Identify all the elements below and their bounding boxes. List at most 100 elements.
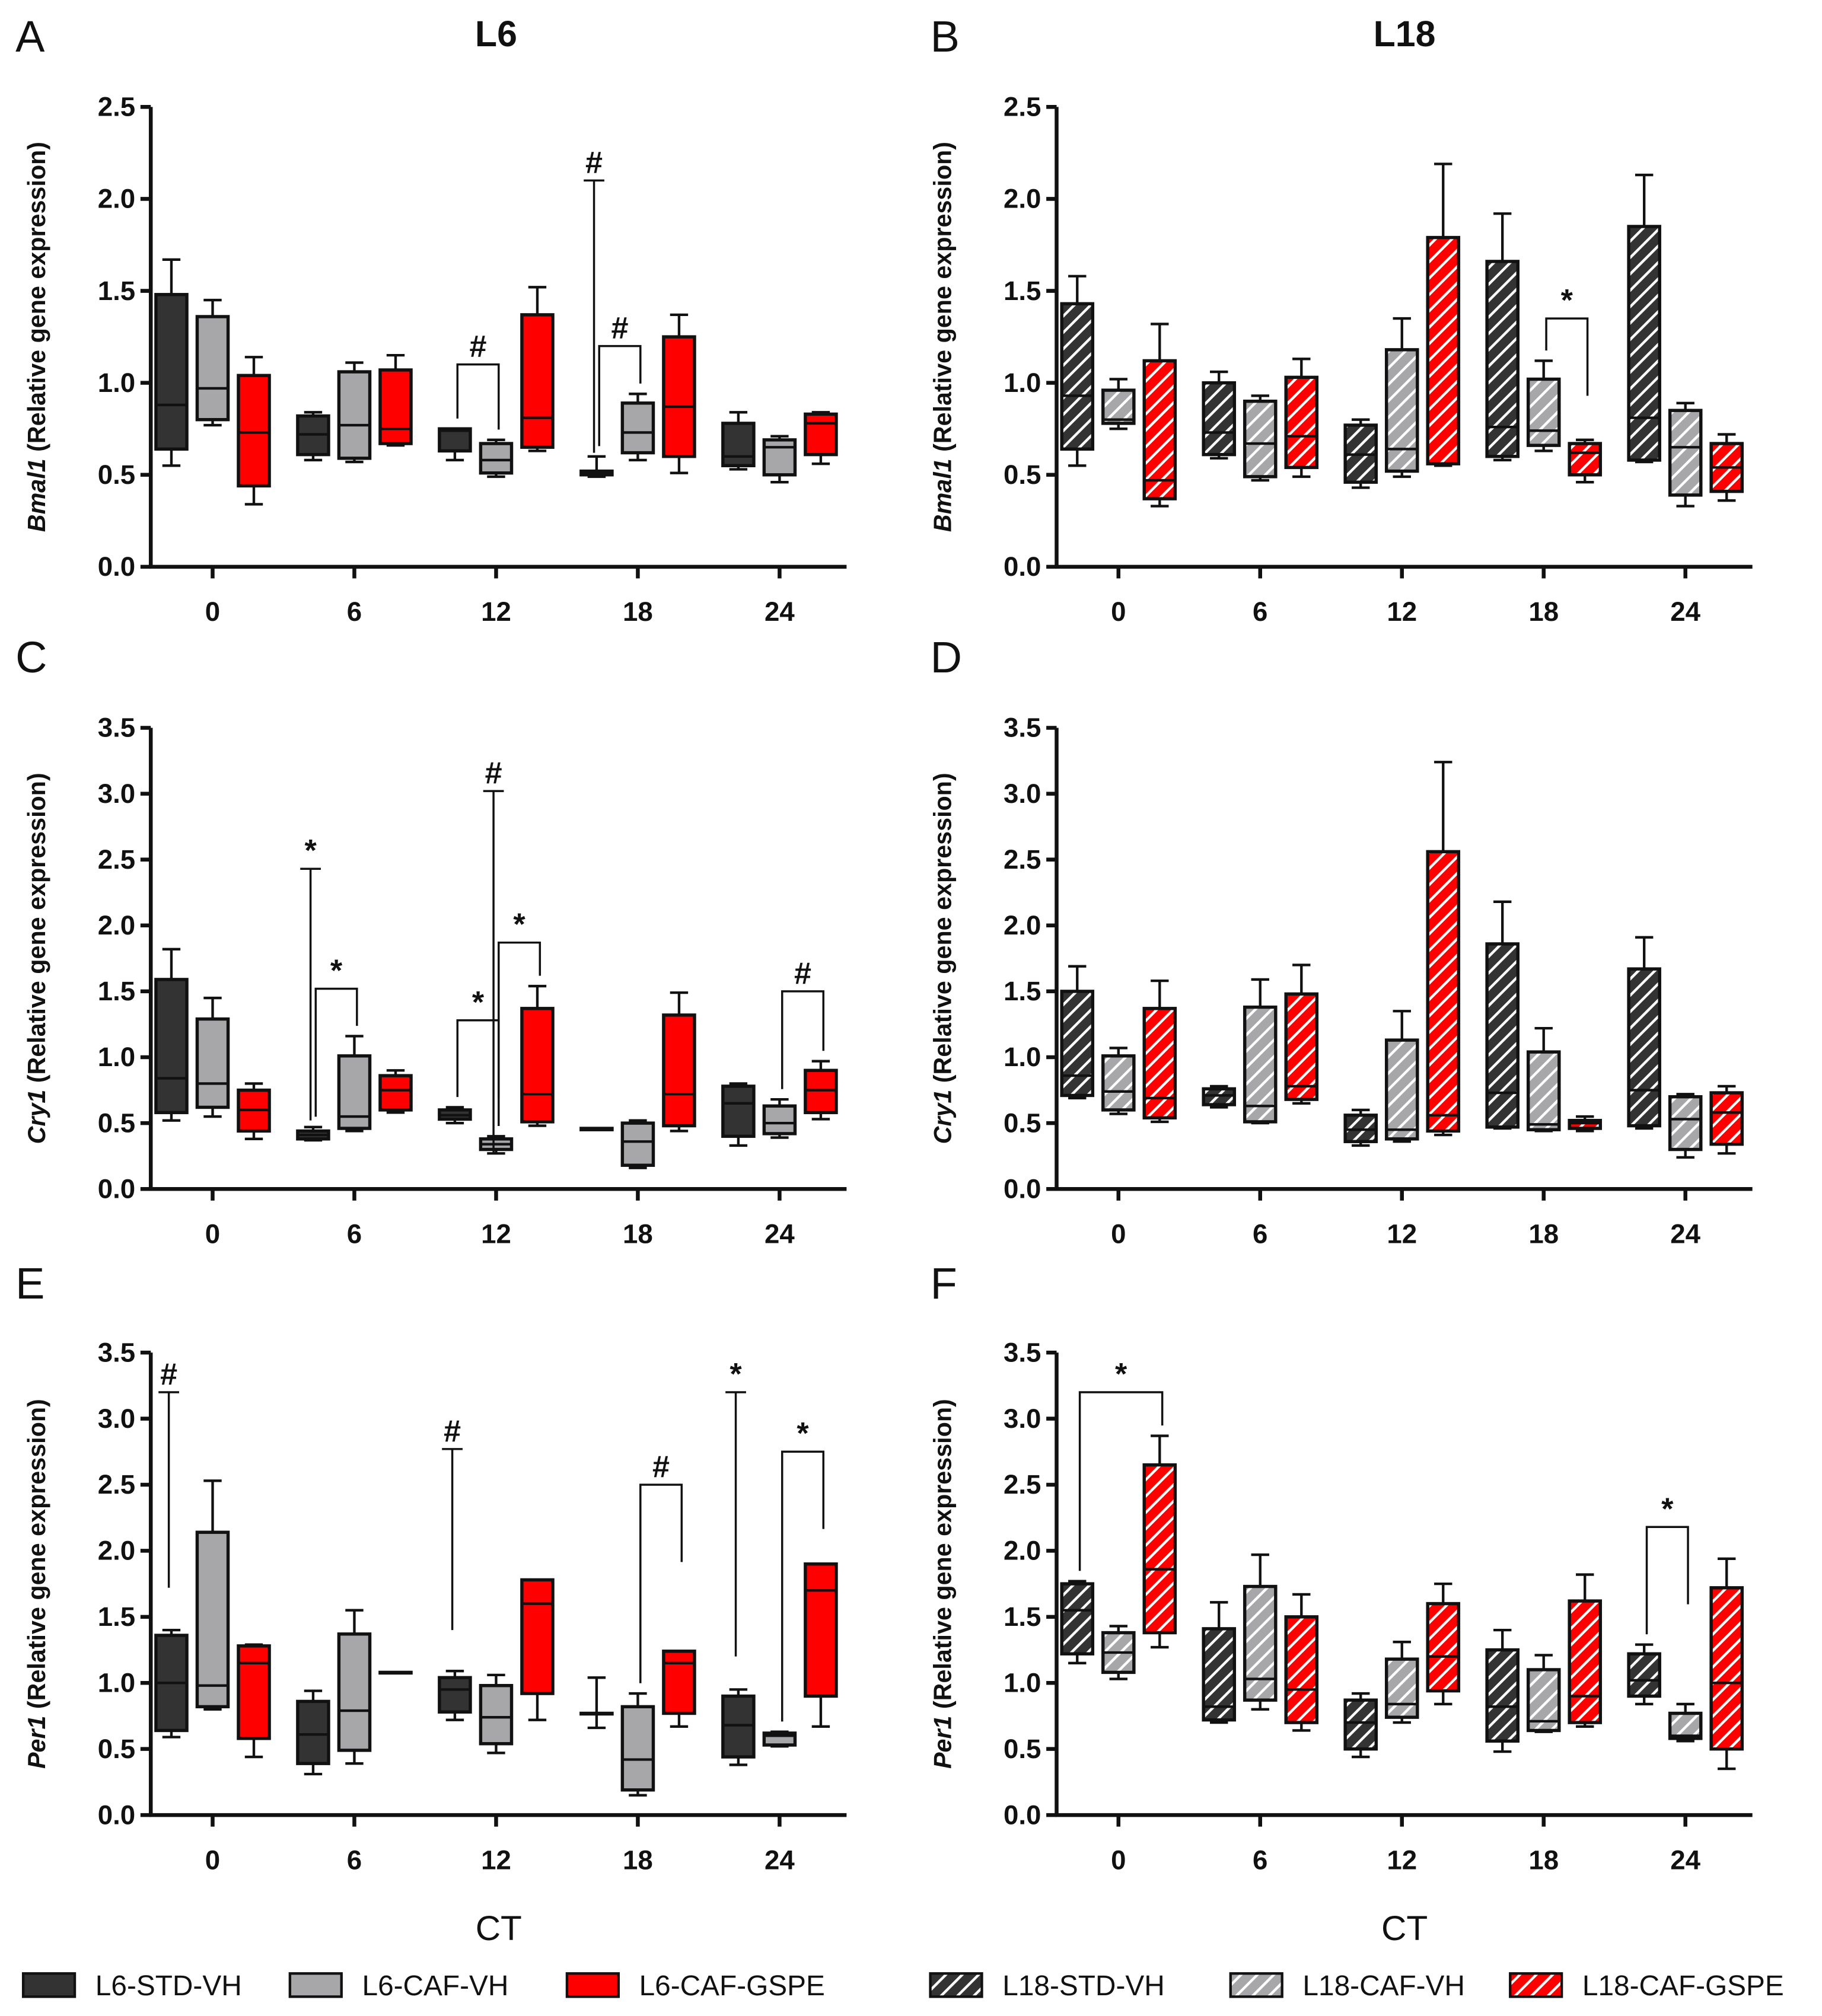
legend-swatch bbox=[565, 1972, 620, 1998]
panel-label: E bbox=[15, 1259, 44, 1308]
y-tick-label: 1.0 bbox=[98, 1042, 135, 1072]
box-L6-CAF-GSPE-ct6 bbox=[378, 1670, 413, 1675]
x-tick-label: 18 bbox=[1528, 1218, 1559, 1249]
legend-item-L6-CAF-GSPE: L6-CAF-GSPE bbox=[565, 1970, 825, 2002]
x-tick-label: 6 bbox=[1253, 596, 1267, 627]
box-L18-CAF-VH-ct24 bbox=[1668, 1702, 1703, 1743]
significance-mark: * bbox=[472, 985, 485, 1020]
y-tick-label: 2.0 bbox=[1004, 184, 1041, 214]
significance-annotation: * bbox=[314, 953, 358, 1117]
y-tick-label: 1.0 bbox=[1004, 1042, 1041, 1072]
y-tick-label: 0.0 bbox=[1004, 551, 1041, 582]
significance-annotation: * bbox=[498, 908, 541, 1126]
y-tick-label: 2.0 bbox=[1004, 1536, 1041, 1566]
y-tick-label: 0.5 bbox=[98, 1108, 135, 1138]
y-axis-label-text: (Relative gene expression) bbox=[929, 773, 956, 1089]
box bbox=[1343, 1114, 1378, 1143]
box bbox=[762, 1104, 797, 1135]
box bbox=[520, 1007, 555, 1124]
box-L18-CAF-VH-ct0 bbox=[1101, 1047, 1136, 1115]
box bbox=[1142, 1463, 1177, 1635]
box-L6-STD-VH-ct18 bbox=[579, 1676, 614, 1730]
y-tick-label: 2.5 bbox=[1004, 92, 1041, 122]
legend-swatch bbox=[1229, 1972, 1283, 1998]
box-L6-STD-VH-ct18 bbox=[579, 1127, 614, 1131]
y-axis-label: Bmal1 (Relative gene expression) bbox=[23, 142, 50, 532]
y-axis-label: Bmal1 (Relative gene expression) bbox=[929, 142, 956, 532]
box bbox=[1627, 967, 1661, 1128]
legend: L6-STD-VH L6-CAF-VH L6-CAF-GSPE L18-STD-VH L… bbox=[21, 1970, 1784, 2002]
box bbox=[1202, 381, 1237, 457]
significance-mark: * bbox=[1561, 283, 1573, 318]
box-L6-CAF-GSPE-ct6 bbox=[378, 353, 413, 447]
x-tick-label: 18 bbox=[623, 596, 653, 627]
y-tick-label: 2.5 bbox=[1004, 844, 1041, 875]
significance-annotation: # bbox=[483, 756, 504, 1154]
y-tick-label: 1.0 bbox=[98, 1667, 135, 1698]
y-tick-label: 0.5 bbox=[98, 1734, 135, 1764]
box bbox=[1142, 359, 1177, 500]
significance-annotation: * bbox=[300, 834, 321, 1121]
x-tick-label: 0 bbox=[205, 1218, 220, 1249]
box-L18-STD-VH-ct12 bbox=[1343, 1692, 1378, 1759]
panel-label: D bbox=[931, 633, 962, 682]
box bbox=[378, 368, 413, 445]
box-L18-CAF-VH-ct18 bbox=[1526, 1026, 1561, 1133]
box bbox=[1485, 1648, 1520, 1743]
box bbox=[721, 1084, 756, 1138]
significance-annotation: * bbox=[725, 1357, 746, 1657]
panel-D: D 0.0 0.5 1.0 1.5 2.0 2.5 3.0 3.5 0 6 12 18 24 Cry1 (R… bbox=[929, 633, 1753, 1249]
box-L18-STD-VH-ct6 bbox=[1202, 1601, 1237, 1724]
box bbox=[1284, 992, 1319, 1101]
box-L18-CAF-VH-ct6 bbox=[1243, 394, 1278, 482]
box-L18-STD-VH-ct0 bbox=[1060, 275, 1095, 467]
y-axis-label-text: (Relative gene expression) bbox=[23, 773, 50, 1089]
box-L6-CAF-GSPE-ct24 bbox=[804, 411, 838, 465]
x-tick-label: 24 bbox=[765, 1845, 795, 1875]
box bbox=[1627, 1652, 1661, 1698]
box bbox=[237, 1644, 271, 1740]
box-L18-CAF-GSPE-ct0 bbox=[1142, 979, 1177, 1124]
legend-swatch bbox=[929, 1972, 983, 1998]
y-tick-label: 1.5 bbox=[1004, 976, 1041, 1006]
y-tick-label: 0.0 bbox=[98, 551, 135, 582]
y-tick-label: 1.5 bbox=[98, 1602, 135, 1632]
box bbox=[479, 1683, 514, 1746]
y-axis-label-text: (Relative gene expression) bbox=[929, 1399, 956, 1715]
box-L6-STD-VH-ct12 bbox=[438, 427, 472, 462]
box bbox=[1426, 850, 1461, 1133]
y-tick-label: 1.5 bbox=[1004, 1602, 1041, 1632]
legend-label: L18-CAF-VH bbox=[1302, 1970, 1464, 2002]
box bbox=[804, 1068, 838, 1115]
significance-bracket bbox=[781, 990, 825, 1089]
y-tick-label: 0.0 bbox=[98, 1800, 135, 1830]
box-L6-CAF-GSPE-ct18 bbox=[662, 313, 696, 474]
y-axis-label-gene: Bmal1 bbox=[23, 458, 50, 532]
box bbox=[1202, 1627, 1237, 1722]
box bbox=[1384, 1657, 1419, 1719]
box bbox=[1568, 442, 1603, 477]
box-L18-CAF-GSPE-ct12 bbox=[1426, 761, 1461, 1137]
box-L18-CAF-GSPE-ct0 bbox=[1142, 1434, 1177, 1649]
y-axis-label: Per1 (Relative gene expression) bbox=[929, 1399, 956, 1769]
x-tick-label: 6 bbox=[347, 1845, 362, 1875]
y-axis-label-text: (Relative gene expression) bbox=[23, 1399, 50, 1715]
significance-bracket bbox=[639, 1484, 683, 1683]
box-L6-CAF-VH-ct18 bbox=[620, 393, 655, 462]
box-L18-CAF-GSPE-ct24 bbox=[1709, 433, 1744, 502]
box bbox=[1384, 1038, 1419, 1141]
y-tick-label: 3.5 bbox=[98, 713, 135, 743]
significance-bracket bbox=[498, 941, 541, 1126]
panel-E: E 0.0 0.5 1.0 1.5 2.0 2.5 3.0 3.5 0 6 12 18 24 Per1 (R… bbox=[15, 1259, 847, 1948]
x-tick-label: 24 bbox=[765, 1218, 795, 1249]
x-tick-label: 18 bbox=[623, 1218, 653, 1249]
box bbox=[195, 1530, 230, 1709]
box-L18-CAF-VH-ct0 bbox=[1101, 378, 1136, 430]
box-L18-CAF-VH-ct12 bbox=[1384, 317, 1419, 479]
box-L6-CAF-GSPE-ct24 bbox=[804, 1060, 838, 1121]
box-L6-CAF-VH-ct0 bbox=[195, 1479, 230, 1711]
box-L18-CAF-VH-ct6 bbox=[1243, 1553, 1278, 1711]
box-L18-CAF-VH-ct18 bbox=[1526, 1654, 1561, 1733]
box-L6-CAF-VH-ct0 bbox=[195, 996, 230, 1118]
box-L18-CAF-GSPE-ct12 bbox=[1426, 1582, 1461, 1706]
